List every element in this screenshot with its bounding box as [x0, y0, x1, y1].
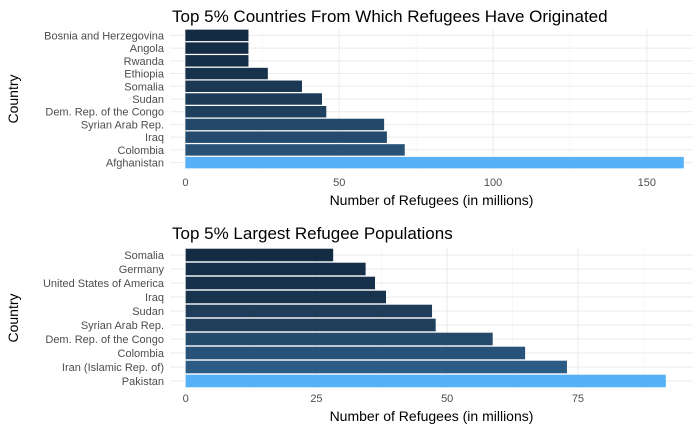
x-tick-label: 0	[182, 177, 188, 189]
bar-somalia	[185, 80, 302, 92]
bar-syrian-arab-rep	[185, 318, 436, 332]
y-tick-label: United States of America	[43, 278, 165, 290]
y-axis-title: Country	[5, 293, 21, 342]
x-tick-label: 50	[441, 393, 453, 405]
y-tick-label: Dem. Rep. of the Congo	[45, 334, 164, 346]
chart-title: Top 5% Countries From Which Refugees Hav…	[172, 7, 608, 26]
bar-somalia	[185, 248, 334, 262]
bar-syrian-arab-rep	[185, 118, 385, 131]
y-tick-label: Rwanda	[124, 56, 165, 68]
bar-sudan	[185, 93, 322, 105]
bar-iraq	[185, 290, 386, 304]
y-tick-label: Somalia	[124, 81, 165, 93]
x-tick-label: 150	[638, 177, 656, 189]
x-tick-label: 25	[310, 393, 322, 405]
bar-angola	[185, 42, 249, 54]
bar-iraq	[185, 131, 387, 143]
x-tick-label: 75	[572, 393, 584, 405]
y-axis-title: Country	[5, 74, 21, 123]
y-tick-label: Bosnia and Herzegovina	[44, 30, 165, 42]
y-tick-label: Somalia	[124, 250, 165, 262]
y-tick-label: Sudan	[132, 306, 164, 318]
bar-dem-rep-of-the-congo	[185, 332, 493, 346]
x-tick-label: 100	[484, 177, 502, 189]
bar-dem-rep-of-the-congo	[185, 106, 327, 118]
bar-sudan	[185, 304, 433, 318]
y-tick-label: Afghanistan	[106, 158, 164, 170]
bar-ethiopia	[185, 67, 268, 80]
y-tick-label: Colombia	[118, 145, 165, 157]
x-axis-title: Number of Refugees (in millions)	[330, 408, 534, 424]
y-tick-label: Syrian Arab Rep.	[81, 119, 164, 131]
x-axis-title: Number of Refugees (in millions)	[330, 192, 534, 208]
bar-afghanistan	[185, 156, 684, 169]
y-tick-label: Colombia	[118, 348, 165, 360]
y-tick-label: Iran (Islamic Rep. of)	[62, 362, 164, 374]
bar-rwanda	[185, 55, 249, 67]
bar-colombia	[185, 144, 405, 156]
bar-pakistan	[185, 374, 666, 388]
chart-title: Top 5% Largest Refugee Populations	[172, 224, 453, 243]
bar-bosnia-and-herzegovina	[185, 29, 249, 42]
bar-germany	[185, 262, 366, 276]
y-tick-label: Sudan	[132, 94, 164, 106]
y-tick-label: Ethiopia	[124, 69, 165, 81]
y-tick-label: Iraq	[145, 132, 164, 144]
y-tick-label: Angola	[130, 43, 165, 55]
y-tick-label: Syrian Arab Rep.	[81, 320, 164, 332]
chart-panel-2: Somalia Germany United States of America Ir…	[5, 224, 693, 424]
y-tick-label: Dem. Rep. of the Congo	[45, 107, 164, 119]
y-tick-label: Pakistan	[122, 376, 164, 388]
bar-iran-islamic-rep-of	[185, 360, 567, 374]
x-tick-label: 50	[333, 177, 345, 189]
bar-colombia	[185, 346, 526, 360]
chart-panel-1: Bosnia and HerzegovinaAngolaRwandaEthiop…	[5, 7, 693, 208]
bar-united-states-of-america	[185, 276, 376, 290]
x-tick-label: 0	[183, 393, 189, 405]
y-tick-label: Iraq	[145, 292, 164, 304]
y-tick-label: Germany	[119, 264, 165, 276]
